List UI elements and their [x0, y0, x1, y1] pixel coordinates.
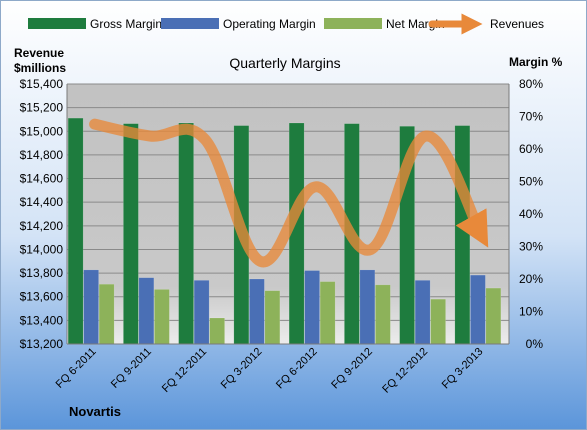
bar-operating-margin	[470, 274, 486, 345]
bar-net-margin	[319, 281, 336, 345]
left-tick-label: $13,200	[20, 337, 64, 351]
left-axis-label-line2: $millions	[14, 61, 66, 75]
legend-swatch-operating-margin	[161, 18, 219, 29]
right-tick-label: 70%	[519, 110, 543, 124]
left-axis-label-line1: Revenue	[14, 46, 64, 60]
legend-swatch-gross-margin	[28, 18, 86, 29]
chart-title: Quarterly Margins	[229, 55, 340, 71]
left-tick-label: $13,600	[20, 290, 64, 304]
left-tick-label: $13,400	[20, 313, 64, 327]
right-axis-label: Margin %	[509, 55, 563, 69]
legend-label-revenues: Revenues	[490, 17, 544, 31]
bar-operating-margin	[304, 270, 320, 345]
right-tick-label: 20%	[519, 272, 543, 286]
legend-label-operating-margin: Operating Margin	[223, 17, 316, 31]
left-tick-label: $14,800	[20, 148, 64, 162]
bar-net-margin	[154, 289, 170, 345]
legend-label-gross-margin: Gross Margin	[90, 17, 162, 31]
left-tick-label: $15,400	[20, 77, 64, 91]
bar-net-margin	[264, 290, 281, 345]
bar-operating-margin	[249, 278, 265, 345]
bar-operating-margin	[359, 269, 376, 345]
legend-swatch-net-margin	[324, 18, 382, 29]
left-tick-label: $14,600	[20, 172, 64, 186]
bar-net-margin	[209, 317, 225, 345]
revenue-line	[89, 118, 489, 268]
right-tick-label: 40%	[519, 207, 543, 221]
bar-operating-margin	[414, 280, 431, 345]
legend-label-net-margin: Net Margin	[386, 17, 445, 31]
left-tick-label: $15,000	[20, 124, 64, 138]
bar-net-margin	[98, 283, 115, 345]
left-tick-label: $13,800	[20, 266, 64, 280]
bar-operating-margin	[193, 280, 210, 345]
left-tick-label: $14,200	[20, 219, 64, 233]
company-label: Novartis	[69, 404, 121, 419]
bar-operating-margin	[83, 269, 99, 345]
right-tick-label: 30%	[519, 240, 543, 254]
bar-gross-margin	[67, 117, 84, 345]
bar-gross-margin	[123, 123, 139, 345]
bar-gross-margin	[178, 122, 194, 345]
right-tick-label: 80%	[519, 77, 543, 91]
right-tick-label: 0%	[526, 337, 544, 351]
bar-net-margin	[485, 287, 502, 345]
bar-net-margin	[375, 284, 391, 345]
revenue-line-path	[89, 118, 489, 268]
right-tick-label: 50%	[519, 175, 543, 189]
left-tick-label: $14,000	[20, 242, 64, 256]
legend: Gross Margin Operating Margin Net Margin Re…	[28, 13, 544, 35]
bar-net-margin	[430, 298, 446, 345]
right-tick-label: 10%	[519, 305, 543, 319]
bar-gross-margin	[454, 125, 471, 345]
left-tick-label: $15,200	[20, 101, 64, 115]
bar-operating-margin	[138, 277, 155, 345]
left-tick-label: $14,400	[20, 195, 64, 209]
right-tick-label: 60%	[519, 142, 543, 156]
